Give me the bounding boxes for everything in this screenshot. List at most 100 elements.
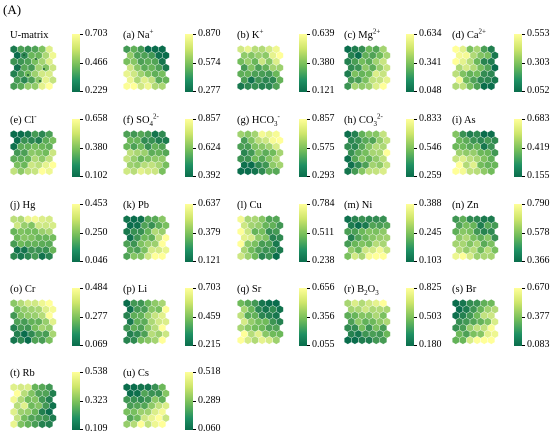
colorbar-mid-label: 0.624 <box>198 142 221 153</box>
colorbar <box>406 288 414 346</box>
unit-marker <box>43 68 45 70</box>
colorbar-tick <box>307 119 310 120</box>
colorbar-min-label: 0.293 <box>312 170 335 181</box>
colorbar <box>299 119 307 177</box>
colorbar-mid-label: 0.574 <box>198 57 221 68</box>
panel-title-text-2: O <box>367 284 376 295</box>
som-hex-map <box>344 129 391 176</box>
panel-title: (u) Cs <box>123 368 149 380</box>
colorbar-tick <box>80 148 83 149</box>
hex-node <box>379 81 388 91</box>
colorbar-tick <box>307 63 310 64</box>
colorbar-min-label: 0.155 <box>527 170 550 181</box>
colorbar-max-label: 0.484 <box>85 282 108 293</box>
colorbar-mid-label: 0.245 <box>419 227 442 238</box>
colorbar-max-label: 0.388 <box>419 198 442 209</box>
colorbar <box>406 34 414 92</box>
panel-title-superscript: 2+ <box>478 27 486 36</box>
colorbar-tick <box>307 345 310 346</box>
som-hex-map <box>237 214 284 261</box>
colorbar-mid-label: 0.250 <box>85 227 108 238</box>
colorbar-tick <box>414 34 417 35</box>
hex-node <box>45 166 54 176</box>
panel-hg: (j) Hg 0.453 0.250 0.046 <box>10 199 120 270</box>
unit-marker <box>39 80 41 82</box>
colorbar-tick <box>522 317 525 318</box>
colorbar-min-label: 0.392 <box>198 170 221 181</box>
colorbar-tick <box>193 34 196 35</box>
colorbar <box>72 34 80 92</box>
som-hex-map <box>452 44 499 91</box>
colorbar-mid-label: 0.575 <box>312 142 335 153</box>
panel-ca: (d) Ca2+ 0.553 0.303 0.052 <box>452 27 550 100</box>
colorbar-tick <box>307 176 310 177</box>
colorbar-max-label: 0.703 <box>198 282 221 293</box>
colorbar-mid-label: 0.380 <box>312 57 335 68</box>
colorbar-tick <box>193 91 196 92</box>
colorbar-mid-label: 0.578 <box>527 227 550 238</box>
panel-title-text: (n) Zn <box>452 200 479 211</box>
colorbar-tick <box>80 63 83 64</box>
colorbar-mid-label: 0.289 <box>198 395 221 406</box>
som-hex-map <box>10 129 57 176</box>
colorbar-max-label: 0.538 <box>85 366 108 377</box>
panel-title-superscript: + <box>259 27 264 36</box>
colorbar <box>72 372 80 430</box>
panel-so4: (f) SO42- 0.857 0.624 0.392 <box>123 113 233 185</box>
colorbar-tick <box>307 261 310 262</box>
som-hex-map <box>123 382 170 429</box>
colorbar-max-label: 0.870 <box>198 28 221 39</box>
colorbar-mid-label: 0.419 <box>527 142 550 153</box>
colorbar <box>72 119 80 177</box>
colorbar-max-label: 0.857 <box>312 113 335 124</box>
panel-title-superscript: + <box>149 27 154 36</box>
colorbar-tick <box>80 317 83 318</box>
panel-title-text: (t) Rb <box>10 368 35 379</box>
unit-marker <box>27 74 29 76</box>
som-hex-map <box>237 44 284 91</box>
colorbar <box>406 204 414 262</box>
colorbar-mid-label: 0.380 <box>85 142 108 153</box>
panel-k: (b) K+ 0.639 0.380 0.121 <box>237 27 347 100</box>
colorbar <box>185 204 193 262</box>
colorbar-min-label: 0.121 <box>198 255 221 266</box>
colorbar-max-label: 0.658 <box>85 113 108 124</box>
hex-node <box>379 251 388 261</box>
colorbar-min-label: 0.103 <box>419 255 442 266</box>
colorbar-max-label: 0.637 <box>198 198 221 209</box>
colorbar-mid-label: 0.466 <box>85 57 108 68</box>
hex-node <box>45 335 54 345</box>
panel-title-subscript: 3 <box>274 120 278 129</box>
colorbar-tick <box>522 91 525 92</box>
colorbar-tick <box>80 261 83 262</box>
hex-node <box>379 166 388 176</box>
unit-marker <box>19 66 21 68</box>
som-hex-map <box>237 129 284 176</box>
som-hex-map <box>344 44 391 91</box>
panel-title-superscript: - <box>277 112 280 121</box>
colorbar <box>185 372 193 430</box>
hex-node <box>45 81 54 91</box>
som-hex-map <box>452 129 499 176</box>
panel-title-text: (r) B <box>344 284 365 295</box>
panel-title-superscript: - <box>34 112 37 121</box>
colorbar-tick <box>414 91 417 92</box>
panel-title: (h) CO32- <box>344 113 383 128</box>
colorbar-tick <box>80 372 83 373</box>
colorbar-min-label: 0.046 <box>85 255 108 266</box>
colorbar-tick <box>80 288 83 289</box>
panel-title-text: (e) Cl <box>10 115 35 126</box>
som-hex-map <box>10 44 57 91</box>
colorbar-tick <box>80 401 83 402</box>
colorbar-tick <box>414 148 417 149</box>
colorbar-tick <box>414 317 417 318</box>
panel-co2: (h) CO32- 0.833 0.546 0.259 <box>344 113 454 185</box>
panel-ni: (m) Ni 0.388 0.245 0.103 <box>344 198 454 270</box>
panel-title: (e) Cl- <box>10 112 37 127</box>
colorbar-max-label: 0.670 <box>527 282 550 293</box>
colorbar-tick <box>414 261 417 262</box>
colorbar-mid-label: 0.323 <box>85 395 108 406</box>
panel-cu: (l) Cu 0.784 0.511 0.238 <box>237 199 347 270</box>
colorbar-min-label: 0.083 <box>527 339 550 350</box>
colorbar-min-label: 0.215 <box>198 339 221 350</box>
